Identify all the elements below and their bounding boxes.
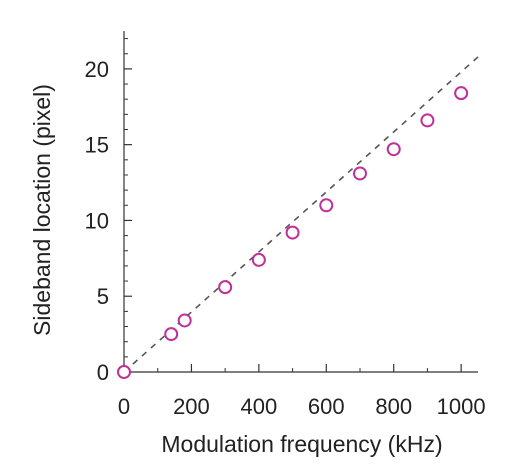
data-point (117, 365, 131, 379)
y-tick-label: 20 (85, 57, 109, 82)
x-tick-label: 600 (308, 394, 345, 419)
y-axis-title: Sideband location (pixel) (29, 84, 55, 336)
fit-line-layer (123, 56, 479, 373)
x-tick-label: 400 (240, 394, 277, 419)
data-point (353, 166, 367, 181)
x-tick-label: 200 (173, 394, 210, 419)
data-point (420, 113, 435, 128)
data-point (386, 142, 401, 157)
x-tick-label: 800 (375, 394, 412, 419)
y-tick-label: 10 (85, 208, 109, 233)
fit-line (123, 56, 479, 373)
data-point (218, 280, 233, 295)
data-point (454, 86, 469, 101)
data-point (177, 313, 192, 328)
x-axis-title: Modulation frequency (kHz) (161, 431, 442, 457)
data-point (164, 327, 179, 342)
data-point (319, 198, 334, 213)
y-tick-label: 0 (97, 360, 109, 385)
y-tick-label: 15 (85, 133, 109, 158)
axes: 0 200 400 600 800 1000 0 5 10 15 20 (85, 31, 486, 419)
data-point (251, 252, 266, 267)
y-tick-label: 5 (97, 284, 109, 309)
x-tick-label: 1000 (437, 394, 486, 419)
data-point (285, 225, 300, 240)
data-points-layer (117, 86, 469, 379)
x-tick-label: 0 (118, 394, 130, 419)
